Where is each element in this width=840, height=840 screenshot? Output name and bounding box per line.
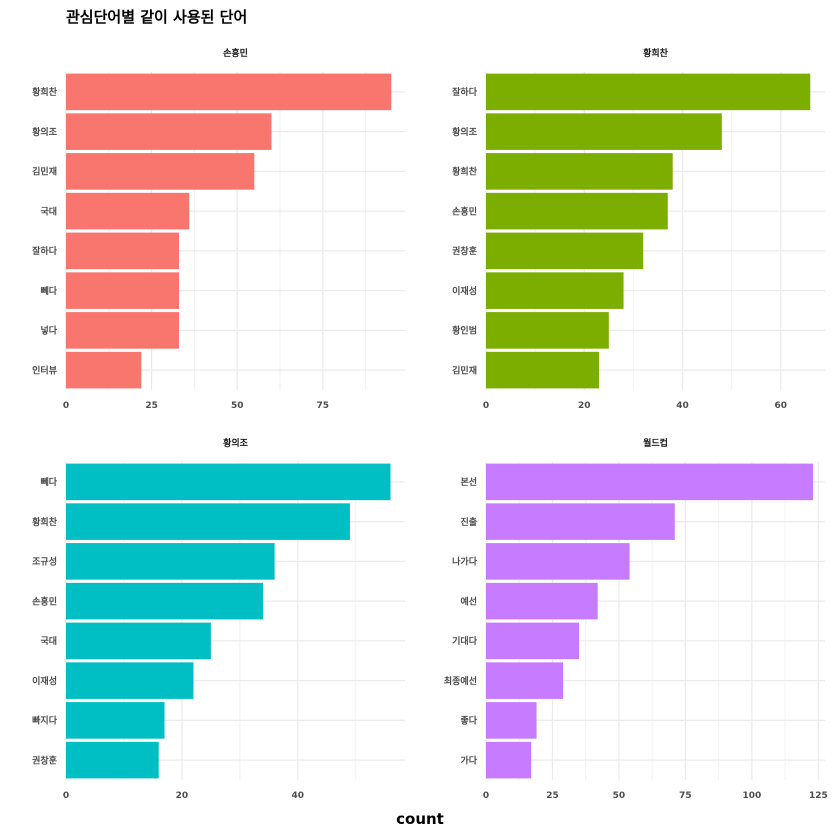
bar	[66, 312, 179, 349]
bar	[486, 73, 811, 111]
x-tick-label: 125	[809, 791, 828, 801]
bar	[486, 153, 673, 190]
bar	[66, 662, 194, 699]
category-label: 황의조	[32, 126, 58, 138]
category-label: 진출	[460, 516, 477, 528]
chart-title: 관심단어별 같이 사용된 단어	[66, 8, 248, 26]
x-tick-label: 25	[546, 791, 559, 801]
x-tick-label: 20	[176, 791, 189, 801]
x-tick-label: 0	[63, 401, 69, 411]
bar	[486, 232, 644, 270]
bar	[486, 622, 580, 660]
category-label: 잘하다	[32, 245, 58, 257]
category-label: 손흥민	[32, 595, 57, 607]
category-label: 이재성	[452, 285, 477, 297]
category-label: 뻬다	[40, 285, 57, 297]
x-tick-label: 50	[613, 791, 626, 801]
bar	[486, 113, 722, 150]
category-label: 나가다	[452, 556, 478, 568]
bar	[66, 351, 142, 389]
bar	[66, 73, 392, 111]
category-label: 뻬다	[40, 476, 57, 488]
category-label: 넣다	[40, 325, 57, 337]
category-label: 이재성	[32, 675, 57, 687]
bar	[486, 312, 609, 349]
category-label: 황희찬	[32, 516, 58, 528]
x-axis-title: count	[396, 810, 444, 828]
x-tick-label: 75	[679, 791, 692, 801]
bar	[486, 543, 630, 580]
category-label: 최종예선	[444, 675, 477, 687]
category-label: 예선	[460, 595, 477, 607]
bar	[486, 503, 675, 540]
category-label: 황인범	[452, 325, 477, 337]
category-label: 권창훈	[452, 245, 477, 257]
x-tick-label: 100	[742, 791, 761, 801]
x-tick-label: 0	[483, 401, 489, 411]
x-tick-label: 25	[145, 401, 158, 411]
bar	[66, 272, 179, 309]
bar	[486, 272, 624, 309]
facet-label: 손흥민	[223, 47, 248, 59]
bar	[66, 741, 159, 779]
category-label: 본선	[460, 476, 477, 488]
category-label: 잘하다	[452, 86, 478, 98]
bar	[486, 741, 532, 779]
facet-label: 황의조	[223, 437, 249, 449]
bar	[66, 113, 272, 150]
bar	[66, 503, 350, 540]
x-tick-label: 40	[292, 791, 305, 801]
bar	[486, 662, 564, 699]
category-label: 권창훈	[32, 754, 57, 766]
x-tick-label: 60	[775, 401, 788, 411]
category-label: 좋다	[460, 715, 477, 727]
category-label: 황희찬	[32, 86, 58, 98]
bar	[66, 153, 255, 190]
x-tick-label: 40	[676, 401, 689, 411]
x-tick-label: 50	[231, 401, 244, 411]
bar	[66, 463, 391, 501]
category-label: 인터뷰	[32, 364, 57, 376]
category-label: 손흥민	[452, 205, 477, 217]
category-label: 빠지다	[32, 715, 58, 727]
category-label: 김민재	[452, 364, 477, 376]
bar	[66, 192, 190, 230]
bar	[66, 702, 165, 739]
category-label: 국대	[40, 205, 57, 217]
bar	[66, 232, 179, 270]
x-tick-label: 20	[578, 401, 591, 411]
category-label: 가다	[460, 754, 477, 766]
category-label: 국대	[40, 635, 57, 647]
bar	[486, 463, 814, 501]
facet-label: 월드컵	[643, 437, 668, 449]
category-label: 김민재	[32, 166, 57, 178]
x-tick-label: 75	[317, 401, 330, 411]
category-label: 기대다	[452, 635, 478, 647]
bar	[66, 622, 211, 660]
bar	[486, 702, 537, 739]
x-tick-label: 0	[63, 791, 69, 801]
bar	[66, 543, 275, 580]
bar	[486, 192, 668, 230]
bar	[486, 351, 599, 389]
category-label: 황희찬	[452, 166, 478, 178]
category-label: 조규성	[32, 556, 57, 568]
x-tick-label: 0	[483, 791, 489, 801]
bar	[486, 582, 598, 620]
category-label: 황의조	[452, 126, 478, 138]
facet-label: 황희찬	[643, 47, 669, 59]
bar	[66, 582, 264, 620]
